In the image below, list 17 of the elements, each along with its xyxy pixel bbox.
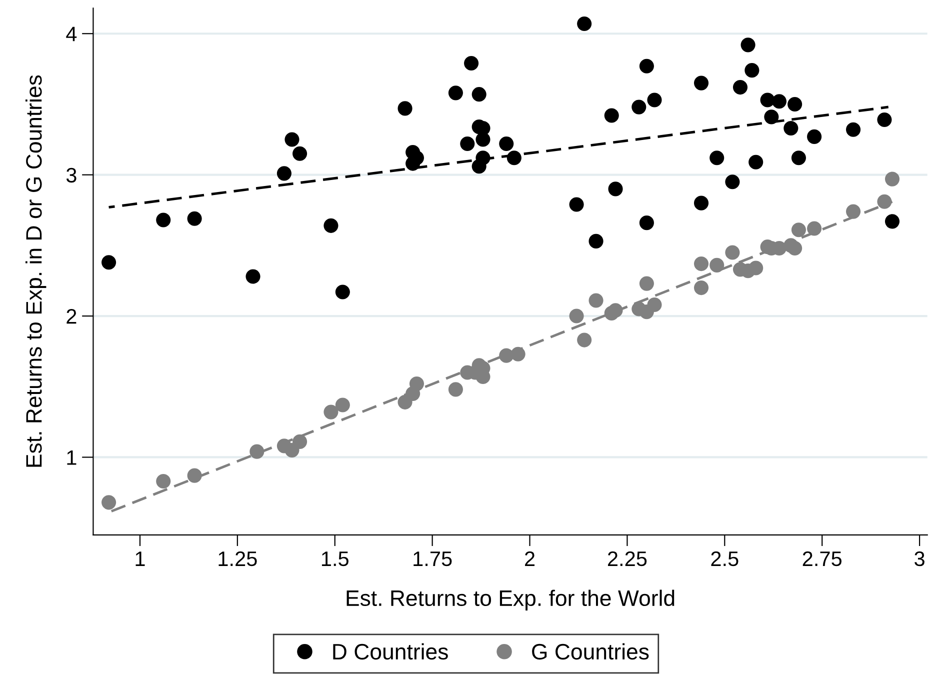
y-axis-title: Est. Returns to Exp. in D or G Countries — [25, 75, 46, 467]
x-tick-label: 2.75 — [802, 551, 842, 566]
x-tick-label: 1.5 — [322, 552, 348, 566]
y-tick-label: 3 — [66, 168, 76, 183]
x-axis-title: Est. Returns to Exp. for the World — [346, 590, 674, 610]
legend-label: G Countries — [532, 643, 649, 660]
x-tick-label: 1 — [136, 552, 145, 566]
legend-label: D Countries — [333, 643, 448, 660]
x-tick-label: 2.25 — [608, 551, 647, 566]
y-tick-label: 2 — [66, 309, 76, 324]
x-tick-label: 2.5 — [711, 551, 738, 566]
x-tick-label: 1.25 — [218, 551, 257, 566]
y-tick-label: 4 — [66, 26, 77, 42]
y-tick-label: 1 — [67, 450, 76, 465]
x-tick-label: 2 — [525, 551, 535, 566]
x-tick-label: 1.75 — [414, 552, 452, 566]
x-tick-label: 3 — [914, 551, 924, 566]
